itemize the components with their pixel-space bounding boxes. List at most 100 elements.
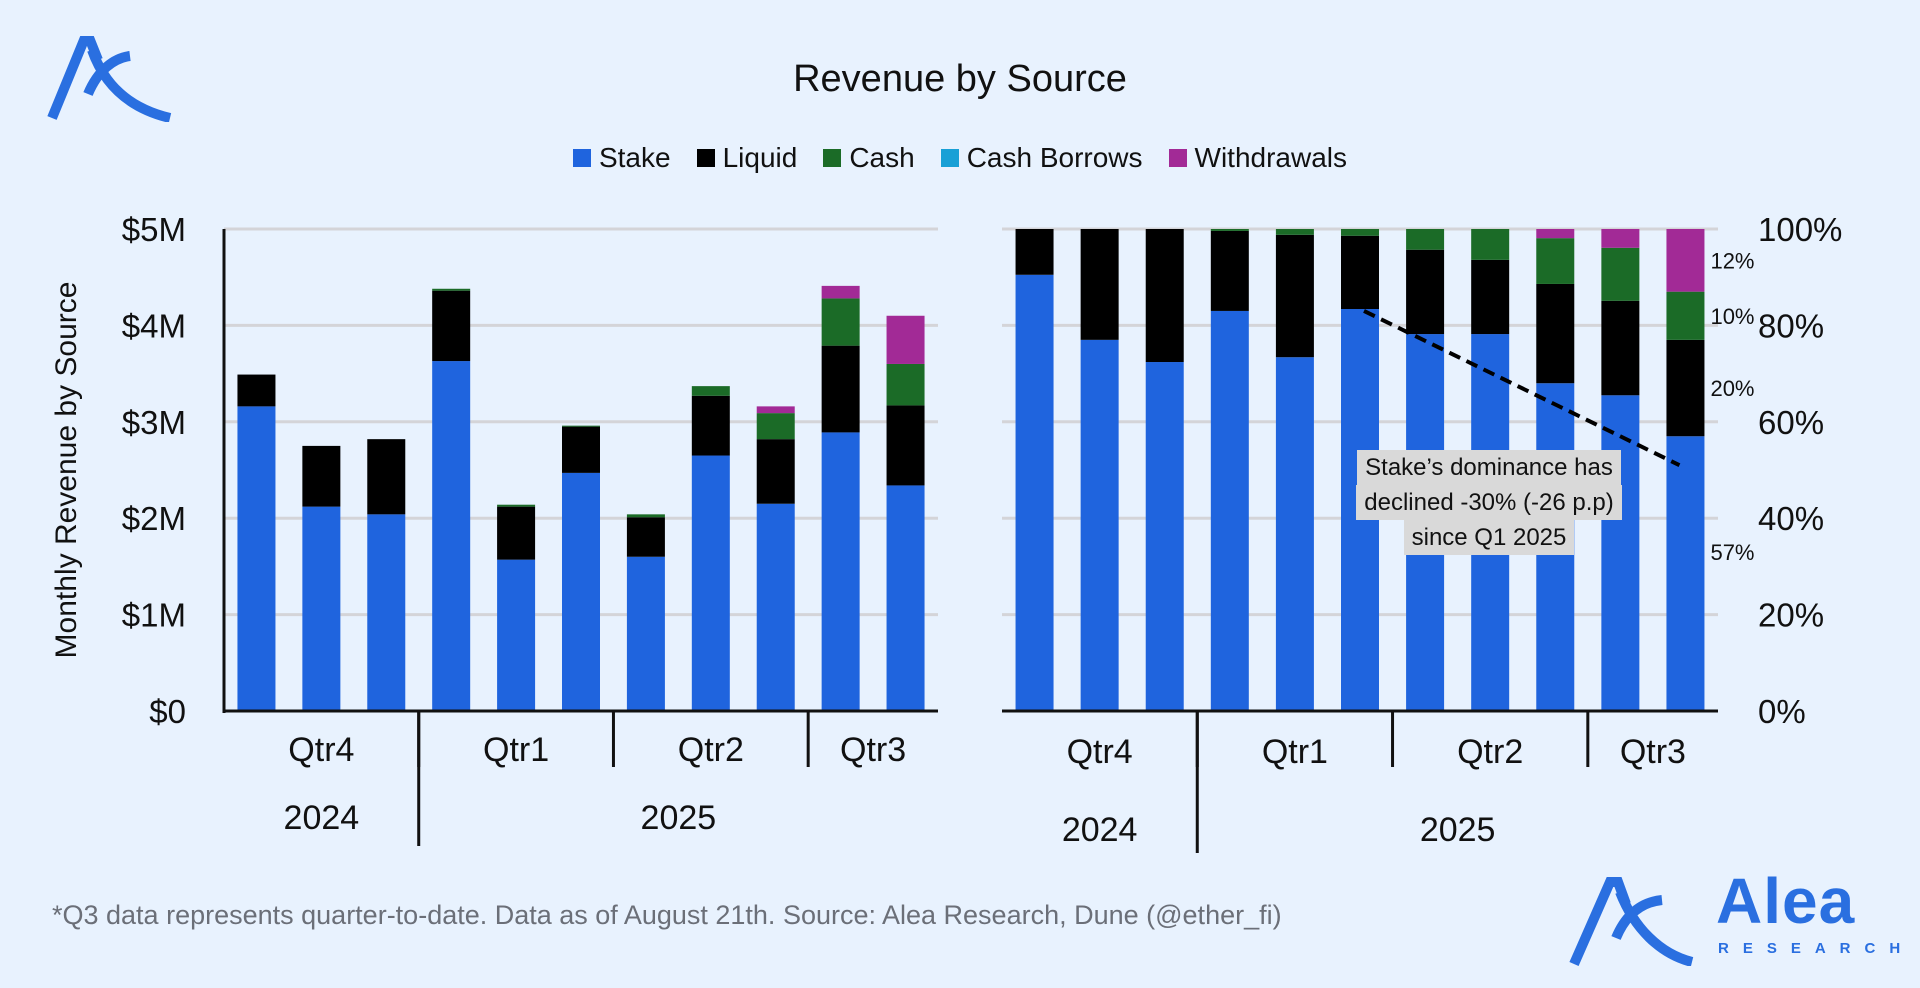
bar-segment-liquid bbox=[626, 517, 665, 557]
legend-label: Cash bbox=[849, 142, 915, 173]
bar-segment-stake bbox=[367, 514, 406, 711]
alea-brand-logo-icon bbox=[1569, 877, 1694, 966]
quarter-label: Qtr1 bbox=[483, 731, 549, 769]
y-tick-label: 80% bbox=[1758, 307, 1824, 344]
legend-label: Cash Borrows bbox=[966, 142, 1143, 173]
year-label: 2025 bbox=[641, 799, 717, 837]
bar-segment-cash bbox=[1210, 229, 1249, 231]
y-tick-label: $4M bbox=[122, 307, 186, 344]
bar-segment-cash bbox=[1341, 229, 1379, 236]
y-tick-label: 100% bbox=[1758, 211, 1842, 248]
annotation-line: declined -30% (-26 p.p) bbox=[1356, 485, 1622, 520]
y-tick-label: 0% bbox=[1758, 693, 1806, 730]
y-tick-label: $0 bbox=[149, 693, 186, 730]
quarter-label: Qtr2 bbox=[678, 731, 744, 769]
legend-item: Liquid bbox=[696, 142, 798, 174]
bar-segment-cash bbox=[1406, 229, 1445, 250]
bar-segment-cash bbox=[497, 504, 536, 507]
bar-segment-stake bbox=[1145, 362, 1184, 711]
bar-segment-stake bbox=[1080, 339, 1119, 711]
bar-segment-stake bbox=[691, 455, 730, 711]
brand-subtitle: RESEARCH bbox=[1718, 940, 1915, 957]
legend-label: Stake bbox=[598, 142, 671, 173]
bar-segment-liquid bbox=[1341, 235, 1379, 310]
bar-segment-cash bbox=[562, 425, 600, 427]
bar-segment-liquid bbox=[237, 374, 276, 407]
legend-swatch bbox=[1168, 149, 1187, 167]
segment-percent-label: 57% bbox=[1710, 540, 1754, 565]
legend-label: Withdrawals bbox=[1194, 142, 1348, 173]
bar-segment-stake bbox=[497, 559, 536, 711]
y-tick-label: $3M bbox=[122, 404, 186, 441]
bar-segment-stake bbox=[626, 556, 665, 711]
bar-segment-stake bbox=[1666, 436, 1705, 711]
bar-segment-withdrawals bbox=[886, 315, 925, 364]
y-tick-label: 20% bbox=[1758, 597, 1824, 634]
legend-label: Liquid bbox=[722, 142, 798, 173]
bar-segment-cash bbox=[821, 298, 860, 346]
bar-segment-stake bbox=[1015, 274, 1054, 711]
bar-segment-liquid bbox=[1406, 249, 1445, 335]
bar-segment-liquid bbox=[1145, 229, 1184, 363]
bar-segment-liquid bbox=[1666, 339, 1705, 437]
quarter-label: Qtr2 bbox=[1457, 733, 1523, 771]
bar-segment-cash bbox=[1666, 291, 1705, 340]
bar-segment-liquid bbox=[1210, 230, 1249, 311]
alea-logo-icon bbox=[47, 36, 172, 122]
legend-swatch bbox=[940, 149, 959, 167]
bar-segment-stake bbox=[886, 485, 925, 711]
legend-item: Cash Borrows bbox=[940, 142, 1143, 174]
bar-segment-cash bbox=[756, 413, 795, 440]
bar-segment-withdrawals bbox=[1666, 229, 1705, 292]
bar-segment-withdrawals bbox=[821, 285, 860, 299]
bar-segment-withdrawals bbox=[1536, 229, 1575, 239]
legend-swatch bbox=[696, 149, 715, 167]
bar-segment-withdrawals bbox=[756, 406, 795, 414]
legend-swatch bbox=[572, 149, 591, 167]
bar-segment-cash bbox=[1275, 229, 1314, 235]
chart-title: Revenue by Source bbox=[793, 58, 1127, 100]
bar-segment-stake bbox=[1601, 395, 1640, 711]
bar-segment-liquid bbox=[1601, 300, 1640, 396]
quarter-label: Qtr4 bbox=[288, 731, 354, 769]
bar-segment-cash bbox=[886, 363, 925, 406]
year-label: 2024 bbox=[284, 799, 360, 837]
bar-segment-liquid bbox=[1471, 259, 1510, 335]
bar-segment-liquid bbox=[562, 426, 600, 473]
bar-segment-cash bbox=[626, 514, 665, 518]
quarter-label: Qtr4 bbox=[1067, 733, 1133, 771]
legend-item: Cash bbox=[823, 142, 915, 174]
bar-segment-stake bbox=[1275, 357, 1314, 711]
y-axis-title: Monthly Revenue by Source bbox=[50, 282, 83, 659]
legend-swatch bbox=[823, 149, 842, 167]
quarter-label: Qtr1 bbox=[1262, 733, 1328, 771]
bar-segment-liquid bbox=[367, 439, 406, 515]
bar-segment-liquid bbox=[1536, 283, 1575, 384]
annotation-line: Stake’s dominance has bbox=[1357, 450, 1621, 485]
bar-segment-liquid bbox=[432, 290, 471, 362]
bar-segment-liquid bbox=[691, 395, 730, 456]
annotation-line: since Q1 2025 bbox=[1403, 520, 1575, 555]
bar-segment-stake bbox=[237, 406, 276, 711]
trendline bbox=[1363, 309, 1681, 467]
y-tick-label: $5M bbox=[122, 211, 186, 248]
segment-percent-label: 10% bbox=[1710, 304, 1754, 329]
bar-segment-stake bbox=[1210, 310, 1249, 711]
quarter-label: Qtr3 bbox=[1620, 733, 1686, 771]
bar-segment-liquid bbox=[302, 445, 341, 507]
bar-segment-liquid bbox=[1080, 229, 1119, 340]
bar-segment-cash bbox=[432, 288, 471, 291]
legend-item: Withdrawals bbox=[1168, 142, 1348, 174]
bar-segment-liquid bbox=[886, 405, 925, 486]
bar-segment-liquid bbox=[1275, 234, 1314, 358]
y-tick-label: $1M bbox=[122, 597, 186, 634]
bar-segment-stake bbox=[562, 472, 600, 711]
segment-percent-label: 12% bbox=[1710, 248, 1754, 273]
bar-segment-stake bbox=[432, 361, 471, 711]
y-tick-label: 40% bbox=[1758, 500, 1824, 537]
bar-segment-stake bbox=[821, 432, 860, 711]
legend: Stake Liquid Cash Cash Borrows Withdrawals bbox=[0, 142, 1920, 174]
annotation-box: Stake’s dominance has declined -30% (-26… bbox=[1352, 450, 1626, 555]
quarter-label: Qtr3 bbox=[840, 731, 906, 769]
bar-segment-liquid bbox=[497, 506, 536, 560]
